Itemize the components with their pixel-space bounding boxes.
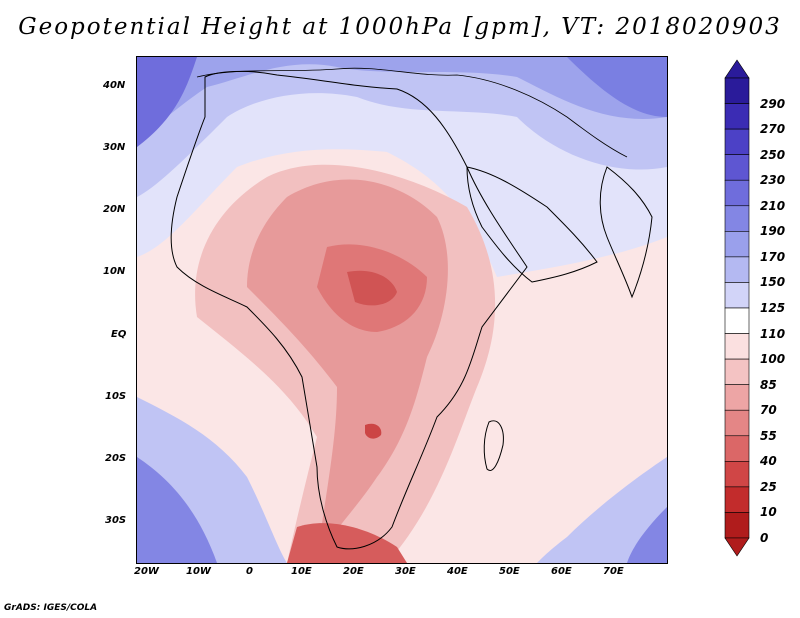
field-low-south-africa bbox=[287, 523, 407, 563]
y-tick-label: EQ bbox=[111, 329, 127, 340]
field-high-sw-2 bbox=[137, 457, 217, 563]
colorbar-swatch bbox=[724, 77, 750, 104]
x-tick-label: 10E bbox=[291, 566, 312, 577]
colorbar-label: 10 bbox=[760, 505, 777, 520]
chart-title: Geopotential Height at 1000hPa [gpm], VT… bbox=[18, 14, 782, 40]
colorbar-swatch bbox=[724, 154, 750, 181]
field-high-north-2 bbox=[137, 57, 667, 197]
colorbar-label: 100 bbox=[760, 352, 786, 367]
colorbar-label: 40 bbox=[760, 454, 777, 469]
x-tick-label: 70E bbox=[603, 566, 624, 577]
x-tick-label: 0 bbox=[246, 566, 253, 577]
europe-outline bbox=[196, 67, 628, 158]
y-tick-label: 30S bbox=[105, 515, 127, 526]
x-tick-label: 10W bbox=[186, 566, 211, 577]
field-high-se bbox=[537, 457, 667, 563]
map-canvas bbox=[137, 57, 667, 563]
y-tick-label: 10N bbox=[103, 266, 126, 277]
field-high-ne bbox=[567, 57, 667, 117]
colorbar-swatch bbox=[724, 307, 750, 334]
x-tick-label: 50E bbox=[499, 566, 520, 577]
colorbar-label: 125 bbox=[760, 301, 786, 315]
colorbar-label: 25 bbox=[760, 479, 777, 494]
colorbar-swatch bbox=[724, 282, 750, 309]
x-tick-label: 20W bbox=[134, 566, 159, 577]
colorbar-bottom-arrow bbox=[724, 537, 750, 557]
colorbar-top-arrow bbox=[724, 59, 750, 79]
colorbar-swatch bbox=[724, 179, 750, 207]
colorbar-swatch bbox=[724, 461, 750, 488]
india-outline bbox=[599, 166, 653, 299]
colorbar-label: 85 bbox=[760, 377, 777, 392]
colorbar-label: 0 bbox=[760, 531, 769, 545]
field-high-se-2 bbox=[627, 507, 667, 563]
x-tick-label: 60E bbox=[551, 566, 572, 577]
colorbar-label: 55 bbox=[760, 428, 777, 443]
x-tick-label: 20E bbox=[343, 566, 364, 577]
field-low-africa-4 bbox=[347, 270, 397, 306]
colorbar-swatch bbox=[724, 103, 750, 130]
colorbar-label: 70 bbox=[760, 403, 777, 418]
colorbar-swatch bbox=[724, 384, 750, 411]
colorbar-label: 110 bbox=[760, 326, 786, 341]
colorbar-label: 250 bbox=[760, 147, 786, 162]
y-tick-label: 30N bbox=[103, 142, 126, 153]
colorbar bbox=[724, 59, 750, 557]
colorbar-label: 270 bbox=[760, 122, 786, 137]
x-tick-label: 30E bbox=[395, 566, 416, 577]
y-tick-label: 40N bbox=[103, 80, 126, 91]
colorbar-swatch bbox=[724, 205, 750, 232]
colorbar-swatch bbox=[724, 256, 750, 283]
colorbar-label: 230 bbox=[760, 173, 786, 188]
credit-label: GrADS: IGES/COLA bbox=[4, 603, 98, 613]
colorbar-label: 170 bbox=[760, 249, 786, 264]
field-low-spot-1 bbox=[365, 423, 382, 439]
y-tick-label: 10S bbox=[105, 391, 127, 402]
colorbar-swatch bbox=[724, 128, 750, 155]
colorbar-label: 150 bbox=[760, 275, 786, 290]
colorbar-swatch bbox=[724, 486, 750, 513]
field-high-north-3 bbox=[137, 57, 667, 137]
colorbar-label: 190 bbox=[760, 224, 786, 239]
arabia-outline bbox=[466, 166, 598, 283]
map-plot-area bbox=[136, 56, 668, 564]
colorbar-swatch bbox=[724, 231, 750, 258]
colorbar-swatch bbox=[724, 435, 750, 462]
colorbar-swatch bbox=[724, 512, 750, 539]
colorbar-label: 210 bbox=[760, 198, 786, 213]
madagascar-outline bbox=[483, 420, 504, 471]
x-tick-label: 40E bbox=[447, 566, 468, 577]
colorbar-swatch bbox=[724, 409, 750, 437]
field-high-nw bbox=[137, 57, 197, 147]
colorbar-swatch bbox=[724, 358, 750, 385]
y-tick-label: 20S bbox=[105, 453, 127, 464]
y-tick-label: 20N bbox=[103, 204, 126, 215]
colorbar-swatch bbox=[724, 333, 750, 360]
colorbar-label: 290 bbox=[760, 96, 786, 111]
africa-coastline bbox=[170, 70, 528, 550]
